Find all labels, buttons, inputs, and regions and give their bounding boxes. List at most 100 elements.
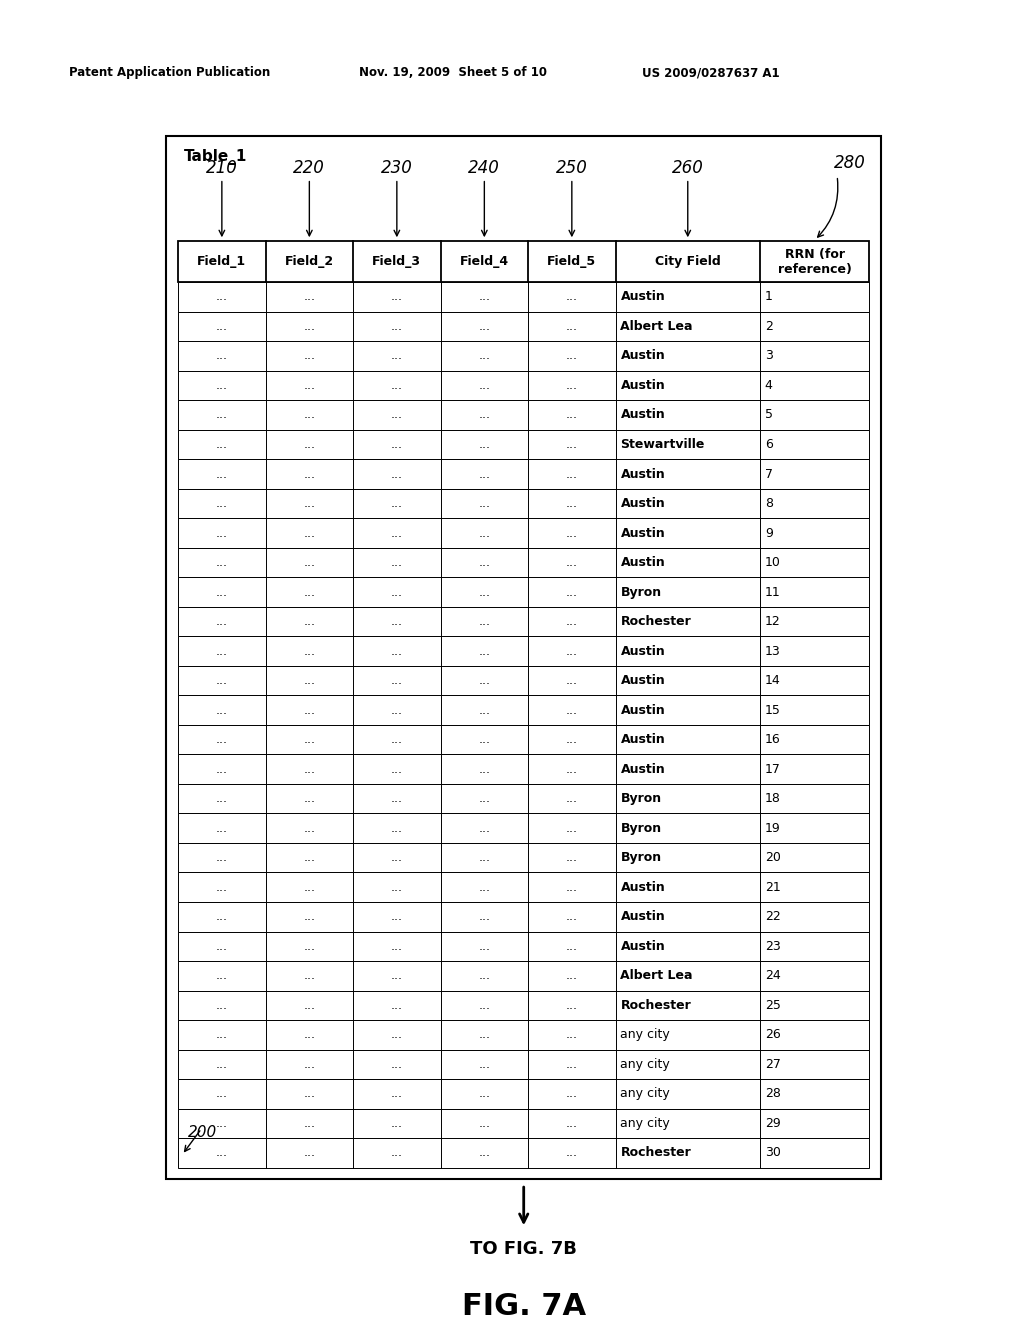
Text: ...: ...	[391, 969, 402, 982]
Text: any city: any city	[621, 1088, 671, 1101]
Text: City Field: City Field	[655, 255, 721, 268]
Text: Austin: Austin	[621, 733, 666, 746]
Text: ...: ...	[391, 763, 402, 776]
Text: ...: ...	[216, 763, 228, 776]
Text: 3: 3	[765, 350, 773, 363]
Bar	[178, 282, 869, 312]
Text: ...: ...	[478, 704, 490, 717]
Text: Byron: Byron	[621, 851, 662, 865]
Text: ...: ...	[478, 851, 490, 865]
Bar	[178, 696, 869, 725]
Text: 20: 20	[765, 851, 780, 865]
Text: Field_1: Field_1	[198, 255, 247, 268]
Text: ...: ...	[391, 911, 402, 923]
Text: ...: ...	[391, 1146, 402, 1159]
Bar	[178, 548, 869, 577]
Text: ...: ...	[303, 438, 315, 451]
Text: 28: 28	[765, 1088, 780, 1101]
Text: Byron: Byron	[621, 586, 662, 598]
Text: ...: ...	[391, 851, 402, 865]
Text: ...: ...	[391, 319, 402, 333]
Bar	[178, 341, 869, 371]
Text: ...: ...	[391, 438, 402, 451]
Bar	[178, 1138, 869, 1168]
Text: 22: 22	[765, 911, 780, 923]
Text: 250: 250	[556, 158, 588, 177]
Text: 220: 220	[294, 158, 326, 177]
Text: ...: ...	[391, 880, 402, 894]
Text: ...: ...	[216, 733, 228, 746]
Text: Austin: Austin	[621, 644, 666, 657]
Text: ...: ...	[303, 733, 315, 746]
Text: ...: ...	[303, 763, 315, 776]
Text: ...: ...	[303, 644, 315, 657]
Text: ...: ...	[303, 969, 315, 982]
Text: ...: ...	[303, 1088, 315, 1101]
Text: ...: ...	[478, 290, 490, 304]
Text: 240: 240	[468, 158, 501, 177]
Text: ...: ...	[478, 379, 490, 392]
Text: RRN (for
reference): RRN (for reference)	[777, 248, 852, 276]
Text: Austin: Austin	[621, 467, 666, 480]
Bar	[178, 755, 869, 784]
Text: ...: ...	[391, 821, 402, 834]
Text: ...: ...	[391, 675, 402, 688]
Text: 24: 24	[765, 969, 780, 982]
Text: 230: 230	[381, 158, 413, 177]
Text: ...: ...	[478, 940, 490, 953]
Text: 6: 6	[765, 438, 773, 451]
Text: Austin: Austin	[621, 911, 666, 923]
Text: ...: ...	[303, 880, 315, 894]
Text: ...: ...	[478, 1028, 490, 1041]
Text: 26: 26	[765, 1028, 780, 1041]
Text: ...: ...	[478, 733, 490, 746]
Text: Byron: Byron	[621, 792, 662, 805]
Text: Rochester: Rochester	[621, 1146, 691, 1159]
Bar	[166, 136, 881, 1179]
Text: ...: ...	[216, 438, 228, 451]
Text: ...: ...	[478, 763, 490, 776]
Text: ...: ...	[566, 1057, 578, 1071]
Text: ...: ...	[216, 704, 228, 717]
Text: ...: ...	[391, 1057, 402, 1071]
Text: ...: ...	[391, 615, 402, 628]
Text: ...: ...	[216, 1117, 228, 1130]
Text: ...: ...	[216, 792, 228, 805]
Text: 13: 13	[765, 644, 780, 657]
Text: ...: ...	[478, 821, 490, 834]
Text: Austin: Austin	[621, 880, 666, 894]
Text: FIG. 7A: FIG. 7A	[462, 1291, 586, 1320]
Text: 10: 10	[765, 556, 780, 569]
Text: 18: 18	[765, 792, 780, 805]
Bar	[178, 990, 869, 1020]
Bar	[178, 488, 869, 519]
Text: ...: ...	[478, 644, 490, 657]
Text: US 2009/0287637 A1: US 2009/0287637 A1	[642, 66, 779, 79]
Text: ...: ...	[391, 498, 402, 510]
Bar	[178, 665, 869, 696]
Text: ...: ...	[216, 880, 228, 894]
Text: ...: ...	[303, 290, 315, 304]
Text: ...: ...	[216, 911, 228, 923]
Text: 2: 2	[765, 319, 773, 333]
Text: ...: ...	[566, 1088, 578, 1101]
Text: Austin: Austin	[621, 498, 666, 510]
Bar	[178, 459, 869, 488]
Text: Field_5: Field_5	[547, 255, 596, 268]
Text: 7: 7	[765, 467, 773, 480]
Text: ...: ...	[566, 290, 578, 304]
Text: ...: ...	[478, 586, 490, 598]
Text: 8: 8	[765, 498, 773, 510]
Text: ...: ...	[566, 733, 578, 746]
Text: 15: 15	[765, 704, 780, 717]
Text: ...: ...	[566, 644, 578, 657]
Text: ...: ...	[566, 704, 578, 717]
Bar	[178, 873, 869, 902]
Text: ...: ...	[303, 940, 315, 953]
Text: ...: ...	[216, 969, 228, 982]
Text: Table_1: Table_1	[184, 149, 248, 165]
Text: 19: 19	[765, 821, 780, 834]
Text: ...: ...	[216, 319, 228, 333]
Text: ...: ...	[391, 704, 402, 717]
Text: Rochester: Rochester	[621, 999, 691, 1012]
